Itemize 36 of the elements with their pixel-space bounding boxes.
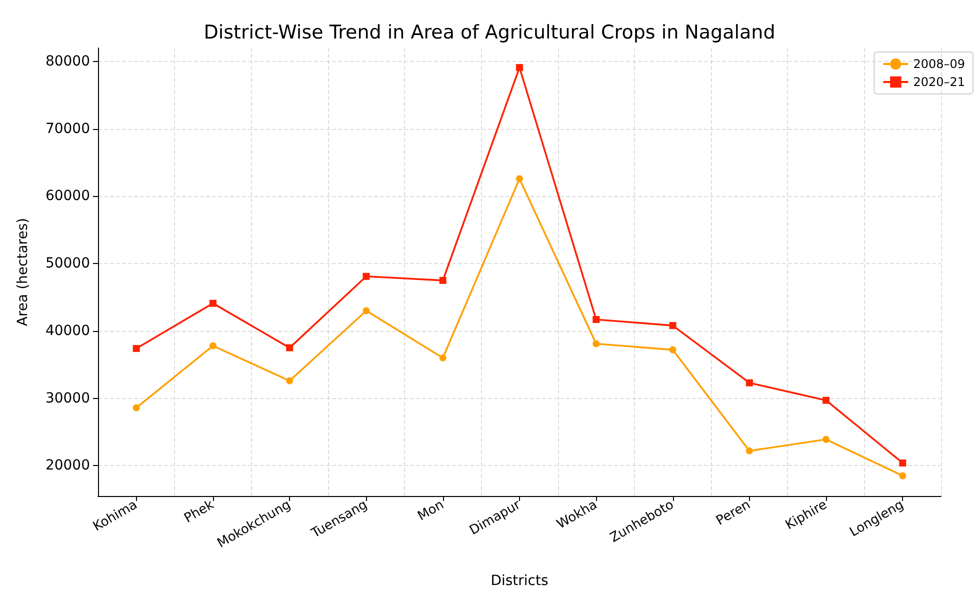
- legend-label: 2020–21: [913, 75, 966, 89]
- point: [592, 316, 600, 323]
- y-tick-label: 80000: [45, 53, 90, 70]
- y-tick-label: 20000: [45, 458, 90, 474]
- point: [746, 447, 753, 454]
- point: [516, 64, 523, 72]
- point: [669, 322, 676, 330]
- point: [439, 354, 446, 362]
- point: [209, 300, 216, 307]
- y-tick-label: 60000: [45, 188, 90, 204]
- point: [822, 396, 830, 404]
- point: [132, 344, 140, 352]
- y-tick-label: 70000: [45, 120, 90, 137]
- y-tick-label: 50000: [45, 256, 90, 272]
- point: [132, 404, 140, 412]
- point: [746, 379, 753, 386]
- point: [286, 377, 294, 384]
- x-tick-label: Mon: [415, 498, 447, 524]
- point: [592, 340, 600, 348]
- point: [899, 459, 906, 466]
- legend-label: 2008–09: [913, 57, 966, 71]
- point: [286, 344, 294, 352]
- point: [209, 342, 216, 350]
- point: [362, 272, 370, 280]
- y-axis-title: Area (hectares): [15, 218, 31, 326]
- chart-title: District-Wise Trend in Area of Agricultural Crops in Nagaland: [204, 22, 776, 44]
- y-tick-label: 30000: [45, 390, 90, 406]
- x-axis-title: Districts: [490, 573, 548, 589]
- y-tick-label: 40000: [45, 322, 90, 339]
- x-tick-label: Phek: [182, 497, 218, 526]
- point: [822, 436, 830, 443]
- point: [899, 472, 906, 480]
- point: [669, 346, 676, 354]
- point: [439, 276, 446, 284]
- point: [516, 175, 523, 182]
- point: [362, 307, 370, 314]
